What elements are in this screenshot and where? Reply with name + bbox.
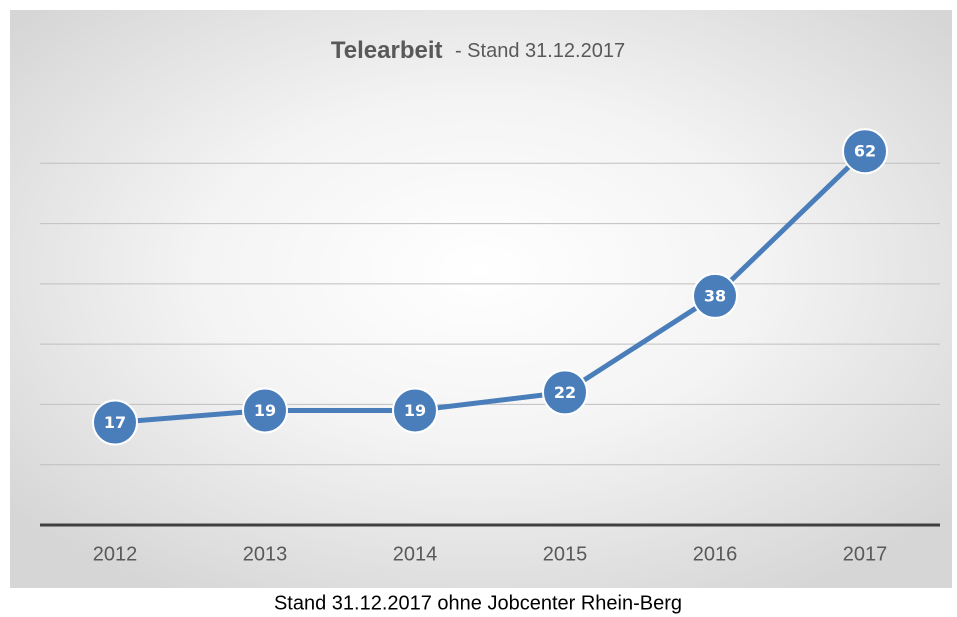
data-label: 19 [404,401,426,420]
data-label: 19 [254,401,276,420]
data-label: 17 [104,413,126,432]
caption: Stand 31.12.2017 ohne Jobcenter Rhein-Be… [274,592,682,614]
line [114,149,867,426]
x-tick-label: 2015 [543,543,588,565]
data-label: 38 [704,286,726,305]
marker [692,272,738,319]
chart-title: Telearbeit [331,37,443,64]
x-tick-label: 2016 [693,543,738,565]
data-label: 62 [854,142,876,161]
marker [242,387,288,434]
marker [92,399,138,446]
x-tick-label: 2014 [393,543,438,565]
marker [842,128,888,175]
data-label: 22 [554,383,576,402]
title-group: Telearbeit - Stand 31.12.2017 [331,37,625,64]
marker [542,369,588,416]
marker [392,387,438,434]
x-tick-label: 2013 [243,543,288,565]
chart-subtitle: - Stand 31.12.2017 [455,40,625,62]
chart-background [10,10,952,588]
x-tick-label: 2017 [843,543,888,565]
x-tick-label: 2012 [93,543,138,565]
